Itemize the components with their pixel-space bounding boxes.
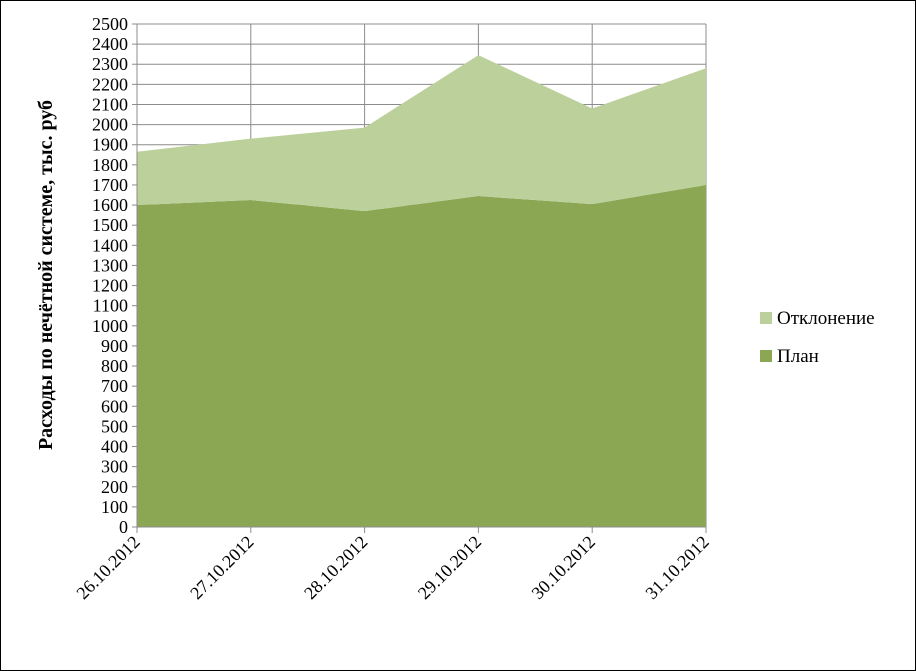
y-tick-label: 100 <box>101 497 128 517</box>
x-tick-label: 31.10.2012 <box>641 532 712 603</box>
y-tick-label: 1200 <box>92 276 128 296</box>
area-series <box>137 55 706 527</box>
legend-swatch <box>760 350 772 362</box>
y-tick-label: 2400 <box>92 34 128 54</box>
y-tick-label: 1700 <box>92 175 128 195</box>
x-tick-label: 30.10.2012 <box>528 532 599 603</box>
y-tick-label: 300 <box>101 457 128 477</box>
y-tick-label: 200 <box>101 477 128 497</box>
y-tick-labels: 0100200300400500600700800900100011001200… <box>92 14 128 537</box>
y-tick-label: 1000 <box>92 316 128 336</box>
legend-swatch <box>760 312 772 324</box>
legend-label: Отклонение <box>777 308 875 329</box>
y-tick-label: 2300 <box>92 54 128 74</box>
x-tick-label: 27.10.2012 <box>186 532 257 603</box>
y-tick-label: 2000 <box>92 115 128 135</box>
x-tick-labels: 26.10.2012 27.10.2012 28.10.2012 29.10.2012… <box>72 532 712 603</box>
y-tick-label: 0 <box>119 517 128 537</box>
y-tick-label: 1600 <box>92 195 128 215</box>
area-plan <box>137 184 706 527</box>
y-tick-label: 1500 <box>92 215 128 235</box>
y-tick-label: 2100 <box>92 94 128 114</box>
y-tick-label: 400 <box>101 437 128 457</box>
y-tick-label: 1800 <box>92 155 128 175</box>
y-axis-label: Расходы по нечётной системе, тыс. руб <box>35 100 57 450</box>
y-tick-label: 1400 <box>92 235 128 255</box>
x-tick-label: 28.10.2012 <box>300 532 371 603</box>
y-tick-label: 2500 <box>92 14 128 34</box>
y-tick-label: 800 <box>101 356 128 376</box>
axes <box>132 23 707 533</box>
y-tick-label: 1100 <box>93 296 128 316</box>
y-tick-label: 2200 <box>92 74 128 94</box>
legend-label: План <box>777 346 819 367</box>
area-deviation <box>137 55 706 212</box>
y-tick-label: 900 <box>101 336 128 356</box>
y-tick-label: 600 <box>101 396 128 416</box>
y-tick-label: 1900 <box>92 135 128 155</box>
y-tick-label: 1300 <box>92 255 128 275</box>
y-tick-label: 700 <box>101 376 128 396</box>
x-tick-label: 26.10.2012 <box>72 532 143 603</box>
y-tick-label: 500 <box>101 416 128 436</box>
x-tick-label: 29.10.2012 <box>414 532 485 603</box>
legend: Отклонение План <box>760 308 875 367</box>
